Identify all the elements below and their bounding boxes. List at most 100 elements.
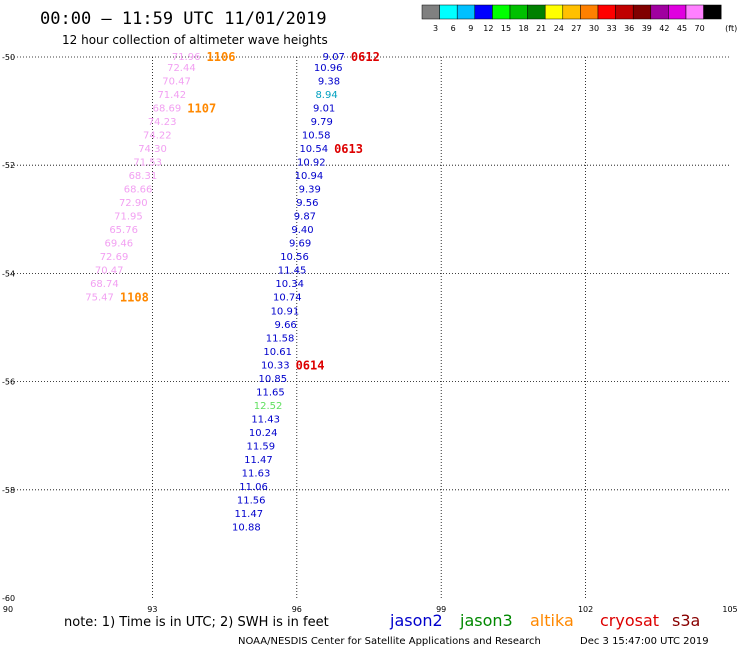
legend-label: 30 xyxy=(589,24,599,33)
x-tick-label: 105 xyxy=(722,605,737,614)
y-tick-label: -50 xyxy=(2,53,15,62)
wave-height-value: 65.76 xyxy=(109,225,138,236)
pass-label: 1106 xyxy=(207,50,236,64)
wave-height-value: 9.56 xyxy=(296,198,318,209)
legend-swatch xyxy=(615,4,634,20)
chart-title: 00:00 – 11:59 UTC 11/01/2019 xyxy=(40,9,327,29)
legend-swatch xyxy=(456,4,476,20)
legend-swatch xyxy=(492,4,511,20)
pass-label: 1108 xyxy=(120,291,149,305)
wave-height-value: 68.31 xyxy=(129,171,158,182)
legend-swatch xyxy=(632,4,652,20)
wave-height-value: 9.40 xyxy=(291,225,313,236)
wave-height-value: 9.07 xyxy=(323,52,345,63)
mission-legend: jason2 jason3 altika cryosat s3a xyxy=(389,611,700,630)
wave-height-value: 11.43 xyxy=(251,414,280,425)
x-tick-label: 99 xyxy=(436,605,446,614)
wave-height-value: 74.22 xyxy=(143,130,172,141)
wave-height-value: 68.66 xyxy=(124,185,153,196)
legend-swatch xyxy=(544,4,564,20)
mission-altika: altika xyxy=(530,611,574,630)
legend-swatch xyxy=(562,4,581,20)
mission-s3a: s3a xyxy=(672,611,700,630)
wave-height-value: 10.54 xyxy=(299,144,328,155)
wave-height-value: 11.47 xyxy=(234,509,263,520)
wave-height-value: 69.46 xyxy=(105,239,134,250)
mission-jason2: jason2 xyxy=(389,611,443,630)
legend-swatch xyxy=(703,4,722,20)
legend-label: 33 xyxy=(607,24,617,33)
legend-label: 36 xyxy=(624,24,634,33)
legend-label: 6 xyxy=(451,24,456,33)
legend-label: 39 xyxy=(642,24,652,33)
timestamp-text: Dec 3 15:47:00 UTC 2019 xyxy=(580,636,709,647)
wave-height-value: 68.69 xyxy=(153,103,182,114)
x-tick-label: 96 xyxy=(292,605,302,614)
legend-label: 9 xyxy=(468,24,473,33)
wave-height-value: 10.94 xyxy=(295,171,324,182)
wave-height-value: 9.69 xyxy=(289,239,311,250)
mission-cryosat: cryosat xyxy=(600,611,659,630)
wave-height-value: 11.47 xyxy=(244,455,273,466)
legend-swatch xyxy=(439,4,458,20)
wave-height-value: 9.66 xyxy=(275,320,297,331)
pass-label: 1107 xyxy=(187,101,216,115)
wave-height-value: 11.58 xyxy=(266,333,295,344)
mission-jason3: jason3 xyxy=(459,611,513,630)
wave-height-value: 9.87 xyxy=(294,212,316,223)
wave-height-value: 10.85 xyxy=(259,374,288,385)
wave-height-value: 10.58 xyxy=(302,130,331,141)
wave-height-value: 72.69 xyxy=(100,252,129,263)
wave-height-value: 11.63 xyxy=(242,469,271,480)
legend-swatch xyxy=(527,4,546,20)
wave-height-value: 9.79 xyxy=(311,117,333,128)
wave-height-value: 11.65 xyxy=(256,387,285,398)
y-tick-label: -58 xyxy=(2,486,15,495)
legend-label: 42 xyxy=(659,24,669,33)
y-tick-label: -54 xyxy=(2,269,15,278)
credit-text: NOAA/NESDIS Center for Satellite Applica… xyxy=(238,636,541,647)
footer-note: note: 1) Time is in UTC; 2) SWH is in fe… xyxy=(64,615,329,630)
wave-height-value: 71.96 xyxy=(172,52,201,63)
legend-swatch xyxy=(685,4,704,20)
wave-height-value: 74.30 xyxy=(138,144,167,155)
wave-height-value: 11.06 xyxy=(239,482,268,493)
legend-swatch xyxy=(668,4,687,20)
wave-height-value: 10.34 xyxy=(275,279,304,290)
wave-height-value: 72.90 xyxy=(119,198,148,209)
wave-height-value: 70.47 xyxy=(162,76,191,87)
legend-label: 70 xyxy=(695,24,705,33)
wave-height-value: 10.96 xyxy=(314,63,343,74)
legend-label: 12 xyxy=(483,24,493,33)
wave-height-value: 10.74 xyxy=(273,293,302,304)
chart-subtitle: 12 hour collection of altimeter wave hei… xyxy=(62,33,328,47)
wave-height-value: 10.24 xyxy=(249,428,278,439)
wave-height-value: 9.01 xyxy=(313,103,335,114)
wave-height-value: 11.59 xyxy=(246,442,275,453)
wave-height-value: 10.91 xyxy=(271,306,300,317)
y-tick-label: -56 xyxy=(2,378,15,387)
legend-label: 45 xyxy=(677,24,687,33)
wave-height-value: 8.94 xyxy=(315,90,337,101)
wave-height-value: 11.45 xyxy=(278,266,307,277)
legend-label: 15 xyxy=(501,24,511,33)
plot-area: 90 93 96 99 102 105-50-52-54-56-58-6071.9672.… xyxy=(2,50,738,614)
legend-label: 21 xyxy=(536,24,546,33)
wave-height-value: 71.42 xyxy=(157,90,186,101)
wave-height-value: 10.61 xyxy=(263,347,292,358)
legend-swatch xyxy=(650,4,669,20)
legend-label: 24 xyxy=(554,24,564,33)
x-tick-label: 93 xyxy=(147,605,157,614)
color-legend: 3 6 9 12 15 18 21 24 27 30 33 36 39 42 45 70 (ft) xyxy=(421,4,737,33)
x-tick-label: 102 xyxy=(578,605,593,614)
wave-height-value: 10.88 xyxy=(232,523,261,534)
y-tick-label: -52 xyxy=(2,161,15,170)
wave-height-value: 10.56 xyxy=(280,252,309,263)
wave-height-value: 71.95 xyxy=(114,212,143,223)
wave-height-value: 11.56 xyxy=(237,496,266,507)
wave-height-value: 10.33 xyxy=(261,360,290,371)
wave-height-value: 10.92 xyxy=(297,157,326,168)
legend-label: 27 xyxy=(571,24,581,33)
wave-height-value: 70.47 xyxy=(95,266,124,277)
